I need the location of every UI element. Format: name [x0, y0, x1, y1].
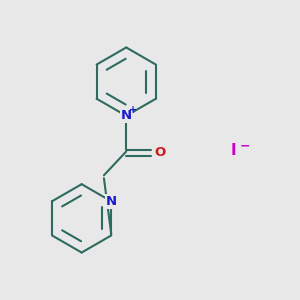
Text: I: I: [230, 142, 236, 158]
Text: N: N: [106, 195, 117, 208]
Text: O: O: [154, 146, 165, 160]
Text: N: N: [121, 109, 132, 122]
Text: +: +: [129, 105, 137, 115]
Text: −: −: [239, 139, 250, 152]
